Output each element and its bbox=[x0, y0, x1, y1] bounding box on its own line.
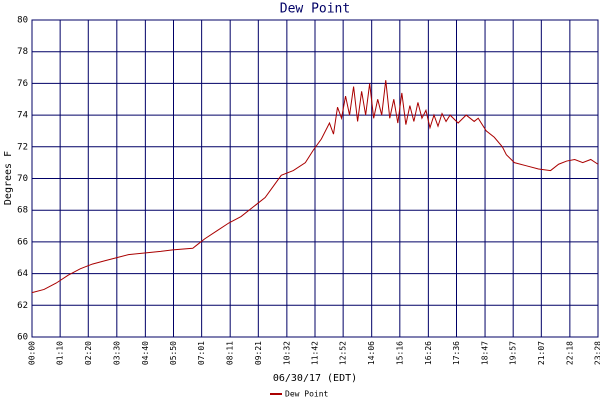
y-tick-label: 66 bbox=[17, 237, 28, 247]
x-tick-label: 18:47 bbox=[481, 341, 490, 365]
x-tick-label: 16:26 bbox=[424, 341, 433, 365]
x-tick-label: 22:18 bbox=[565, 341, 574, 365]
y-tick-label: 74 bbox=[17, 111, 28, 121]
x-tick-label: 11:42 bbox=[311, 341, 320, 365]
y-tick-label: 62 bbox=[17, 301, 28, 311]
y-tick-label: 60 bbox=[17, 333, 28, 343]
x-tick-label: 09:21 bbox=[254, 341, 263, 365]
x-tick-label: 19:57 bbox=[509, 341, 518, 365]
x-tick-label: 17:36 bbox=[452, 341, 461, 365]
x-tick-label: 05:50 bbox=[169, 341, 178, 365]
x-tick-label: 12:52 bbox=[339, 341, 348, 365]
chart-title: Dew Point bbox=[280, 2, 350, 17]
y-tick-label: 68 bbox=[17, 206, 28, 216]
x-tick-label: 07:01 bbox=[197, 341, 206, 365]
y-tick-label: 70 bbox=[17, 174, 28, 184]
x-tick-label: 01:10 bbox=[56, 341, 65, 365]
y-tick-label: 72 bbox=[17, 142, 28, 152]
x-tick-label: 04:40 bbox=[141, 341, 150, 365]
y-axis-label: Degrees F bbox=[3, 151, 14, 205]
x-tick-label: 14:06 bbox=[367, 341, 376, 365]
y-tick-label: 80 bbox=[17, 16, 28, 26]
y-tick-label: 64 bbox=[17, 269, 28, 279]
x-tick-label: 15:16 bbox=[395, 341, 404, 365]
x-axis-label: 06/30/17 (EDT) bbox=[273, 373, 357, 384]
x-tick-label: 08:11 bbox=[226, 341, 235, 365]
data-line bbox=[31, 80, 599, 294]
x-tick-label: 23:28 bbox=[594, 341, 600, 365]
x-tick-label: 02:20 bbox=[84, 341, 93, 365]
x-tick-label: 00:00 bbox=[28, 341, 37, 365]
legend-label: Dew Point bbox=[285, 390, 329, 399]
x-tick-label: 21:07 bbox=[537, 341, 546, 365]
x-tick-label: 03:30 bbox=[112, 341, 121, 365]
x-tick-label: 10:32 bbox=[282, 341, 291, 365]
y-tick-label: 76 bbox=[17, 79, 28, 89]
y-tick-label: 78 bbox=[17, 47, 28, 57]
